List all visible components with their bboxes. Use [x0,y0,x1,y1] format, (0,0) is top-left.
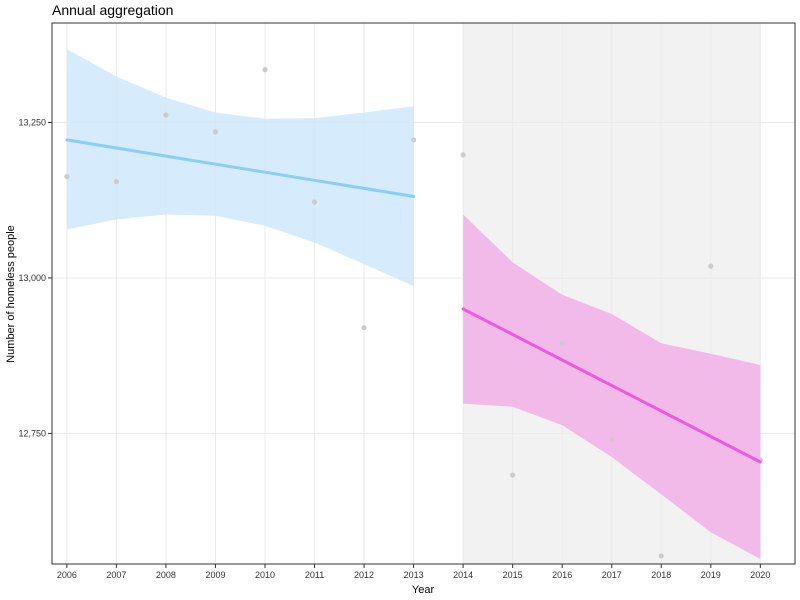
data-point [410,137,417,143]
data-point [64,173,70,180]
x-tick-label: 2009 [205,570,225,580]
data-point [708,263,714,269]
data-point [658,553,664,559]
x-tick-label: 2014 [453,570,473,580]
data-point [311,199,318,205]
data-point [361,325,367,331]
y-axis: 12,750 13,000 13,250 [18,117,52,438]
x-tick-label: 2012 [354,570,374,580]
x-axis-label: Year [412,584,435,596]
x-tick-label: 2019 [701,570,721,580]
x-tick-label: 2018 [651,570,671,580]
data-point [113,178,119,185]
y-tick-label: 13,000 [18,273,46,283]
data-point [510,472,516,478]
trend-line-2 [461,307,762,464]
trend-lines-layer [65,138,762,464]
x-tick-label: 2008 [156,570,176,580]
chart-title: Annual aggregation [52,2,173,18]
x-tick-label: 2010 [255,570,275,580]
trend-line-1 [65,138,416,198]
data-point [163,112,169,118]
data-point [262,67,268,73]
y-tick-label: 12,750 [18,428,46,438]
data-point [212,129,219,135]
data-point [559,340,565,346]
y-axis-label: Number of homeless people [5,225,17,363]
panel-border [51,22,796,565]
y-tick-label: 13,250 [18,117,46,127]
data-point [460,152,466,158]
data-point [609,437,615,443]
x-tick-label: 2016 [552,570,572,580]
x-tick-label: 2011 [305,570,324,580]
x-tick-label: 2006 [57,570,77,580]
x-tick-label: 2015 [503,570,523,580]
x-tick-label: 2007 [106,570,126,580]
x-axis: 2006 2007 2008 2009 2010 2011 2012 2013 2014 2015… [57,564,770,580]
x-tick-label: 2020 [750,570,770,580]
x-tick-label: 2013 [404,570,424,580]
x-tick-label: 2017 [602,570,622,580]
